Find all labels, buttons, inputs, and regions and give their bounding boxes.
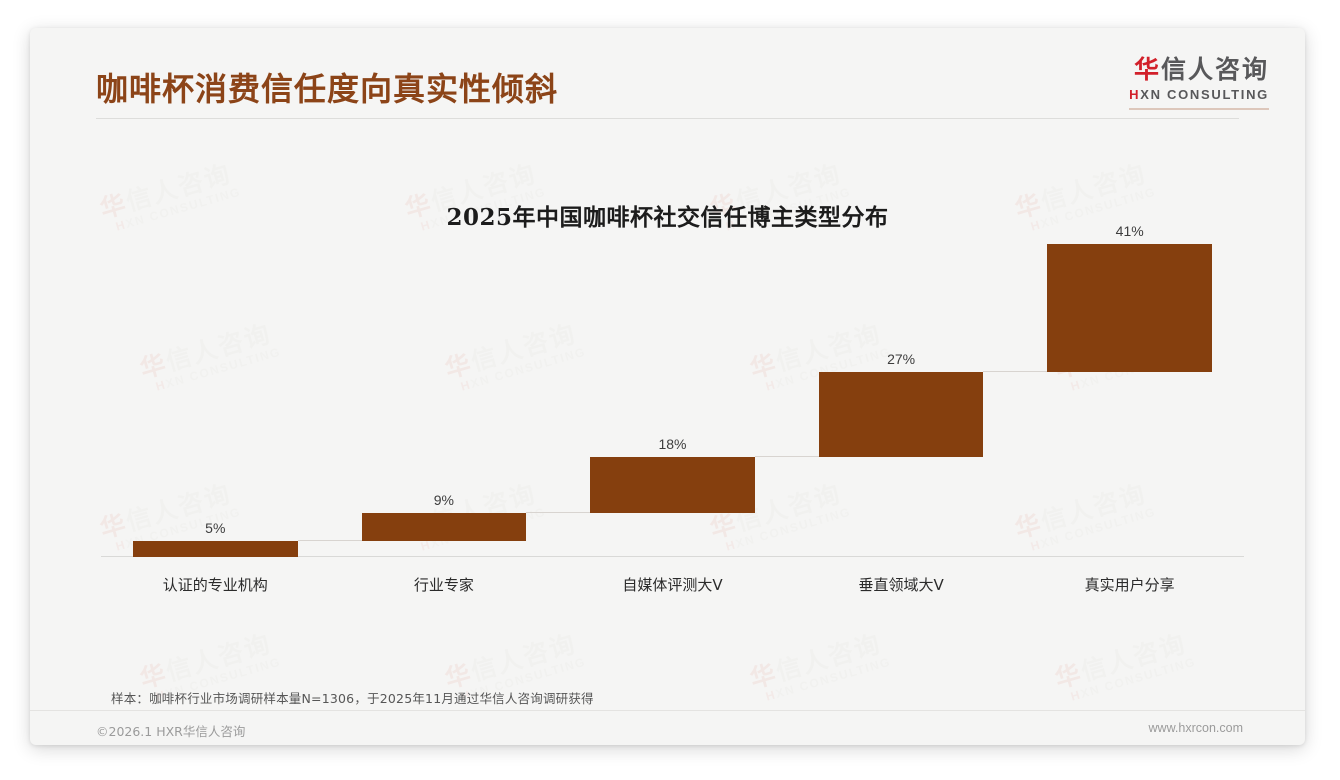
website-text: www.hxrcon.com	[1148, 721, 1243, 735]
brand-logo-en-first: H	[1129, 86, 1141, 102]
chart-bar[interactable]	[590, 456, 755, 514]
brand-logo-underline	[1129, 107, 1269, 110]
chart-bar[interactable]	[818, 372, 984, 457]
brand-logo-cn-first: 华	[1133, 55, 1161, 84]
chart-bar-value-label: 5%	[205, 520, 226, 537]
copyright-text: ©2026.1 HXR华信人咨询	[96, 724, 246, 739]
brand-logo-cn-rest: 信人咨询	[1160, 55, 1269, 84]
chart-connector-line	[754, 455, 819, 457]
chart-category-label: 自媒体评测大V	[622, 576, 723, 594]
brand-logo-cn: 华信人咨询	[1129, 56, 1269, 84]
chart-connector-line	[297, 540, 362, 542]
chart-bar[interactable]	[1047, 244, 1212, 373]
source-footnote: 样本：咖啡杯行业市场调研样本量N=1306，于2025年11月通过华信人咨询调研…	[111, 691, 594, 706]
page-title: 咖啡杯消费信任度向真实性倾斜	[96, 70, 559, 108]
chart-connector-line	[983, 371, 1048, 373]
chart-category-label: 真实用户分享	[1084, 576, 1175, 594]
chart-bar[interactable]	[133, 541, 298, 557]
chart-title: 2025年中国咖啡杯社交信任博主类型分布	[446, 204, 889, 231]
chart-bar[interactable]	[361, 513, 527, 542]
chart-baseline-axis	[101, 556, 1244, 557]
chart-bar-value-label: 9%	[433, 492, 454, 509]
chart-category-label: 垂直领域大V	[858, 576, 944, 594]
slide-footer: ©2026.1 HXR华信人咨询 www.hxrcon.com	[30, 710, 1305, 745]
chart-bar-value-label: 27%	[887, 351, 916, 368]
brand-logo-en: HXN CONSULTING	[1129, 86, 1269, 102]
header-divider	[96, 118, 1239, 119]
brand-logo-en-rest: XN CONSULTING	[1140, 86, 1269, 102]
brand-logo: 华信人咨询 HXN CONSULTING	[1129, 56, 1269, 110]
chart-category-label: 认证的专业机构	[162, 576, 268, 594]
slide-card: 华信人咨询 HXN CONSULTING 华信人咨询 HXN CONSULTING 华信…	[30, 28, 1305, 745]
chart-bar-value-label: 41%	[1115, 223, 1144, 239]
chart-bar-value-label: 18%	[658, 435, 687, 452]
waterfall-chart-plot: 5% 认证的专业机构 9% 行业专家 18% 自媒体评测大V 27% 垂直领域大V 41% 真实用…	[101, 216, 1244, 621]
chart-category-label: 行业专家	[413, 576, 474, 594]
footer-divider	[30, 710, 1305, 711]
chart-area: 2025年中国咖啡杯社交信任博主类型分布 5% 认证的专业机构 9% 行业专家 18% 自…	[30, 120, 1305, 680]
chart-connector-line	[526, 512, 591, 514]
slide-header: 咖啡杯消费信任度向真实性倾斜 华信人咨询 HXN CONSULTING	[30, 28, 1305, 120]
